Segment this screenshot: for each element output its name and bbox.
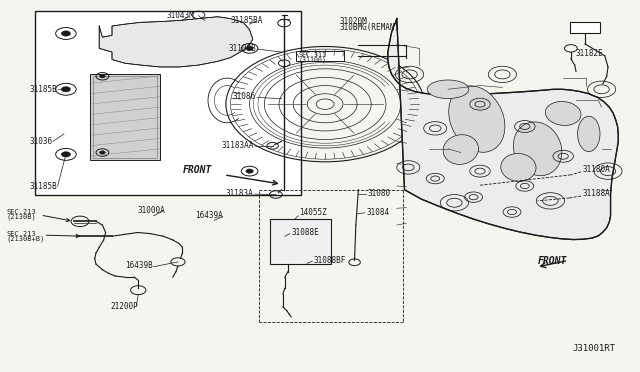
Text: 31098Z: 31098Z <box>572 23 599 32</box>
Ellipse shape <box>449 86 505 152</box>
Text: 31000A: 31000A <box>138 206 165 215</box>
Text: 31188A: 31188A <box>582 189 610 198</box>
Bar <box>35 11 301 195</box>
Ellipse shape <box>428 80 468 99</box>
Text: J31001RT: J31001RT <box>573 344 616 353</box>
Bar <box>296 51 344 61</box>
Ellipse shape <box>513 122 562 176</box>
Bar <box>93 76 157 158</box>
Text: 21200P: 21200P <box>110 302 138 311</box>
Text: 31182E: 31182E <box>576 49 604 58</box>
Text: 31020M: 31020M <box>339 17 367 26</box>
Circle shape <box>246 169 253 173</box>
Text: 31086: 31086 <box>233 92 256 101</box>
Ellipse shape <box>578 116 600 152</box>
Text: SEC.213: SEC.213 <box>6 209 36 215</box>
Text: 31043M: 31043M <box>166 11 194 20</box>
Text: 31183A: 31183A <box>226 189 253 198</box>
Text: 31088E: 31088E <box>291 228 319 237</box>
Text: 31080: 31080 <box>368 189 391 198</box>
Text: 31088BF: 31088BF <box>314 256 346 265</box>
Text: FRONT: FRONT <box>182 166 212 175</box>
Polygon shape <box>99 17 253 67</box>
Circle shape <box>61 31 70 36</box>
Bar <box>90 74 160 160</box>
Circle shape <box>246 46 253 51</box>
Text: 31185B: 31185B <box>29 85 57 94</box>
Text: SEC.213: SEC.213 <box>6 231 36 237</box>
Text: SEC.311: SEC.311 <box>299 52 327 58</box>
Circle shape <box>100 75 105 78</box>
Text: 16439B: 16439B <box>125 262 152 270</box>
Ellipse shape <box>443 135 479 164</box>
Text: 31185B: 31185B <box>29 182 57 190</box>
Bar <box>270 219 331 264</box>
Text: 310BMG(REMAN): 310BMG(REMAN) <box>339 23 399 32</box>
Text: 31185BA: 31185BA <box>230 16 263 25</box>
Text: 14055Z: 14055Z <box>300 208 327 217</box>
Ellipse shape <box>545 102 581 125</box>
Text: 31084: 31084 <box>366 208 389 217</box>
Text: 31183AA: 31183AA <box>221 141 253 150</box>
Polygon shape <box>388 19 618 240</box>
Ellipse shape <box>500 154 536 181</box>
Circle shape <box>61 152 70 157</box>
Circle shape <box>61 87 70 92</box>
Bar <box>570 22 600 33</box>
Text: 16439A: 16439A <box>195 211 223 220</box>
Text: 31036: 31036 <box>29 137 52 146</box>
Text: 31100B: 31100B <box>228 44 256 53</box>
Text: FRONT: FRONT <box>538 256 567 266</box>
Text: (2130B): (2130B) <box>6 214 36 221</box>
Text: 31180A: 31180A <box>582 165 610 174</box>
Text: (31100): (31100) <box>299 56 327 63</box>
Text: (2130B+B): (2130B+B) <box>6 235 45 242</box>
Circle shape <box>100 151 105 154</box>
